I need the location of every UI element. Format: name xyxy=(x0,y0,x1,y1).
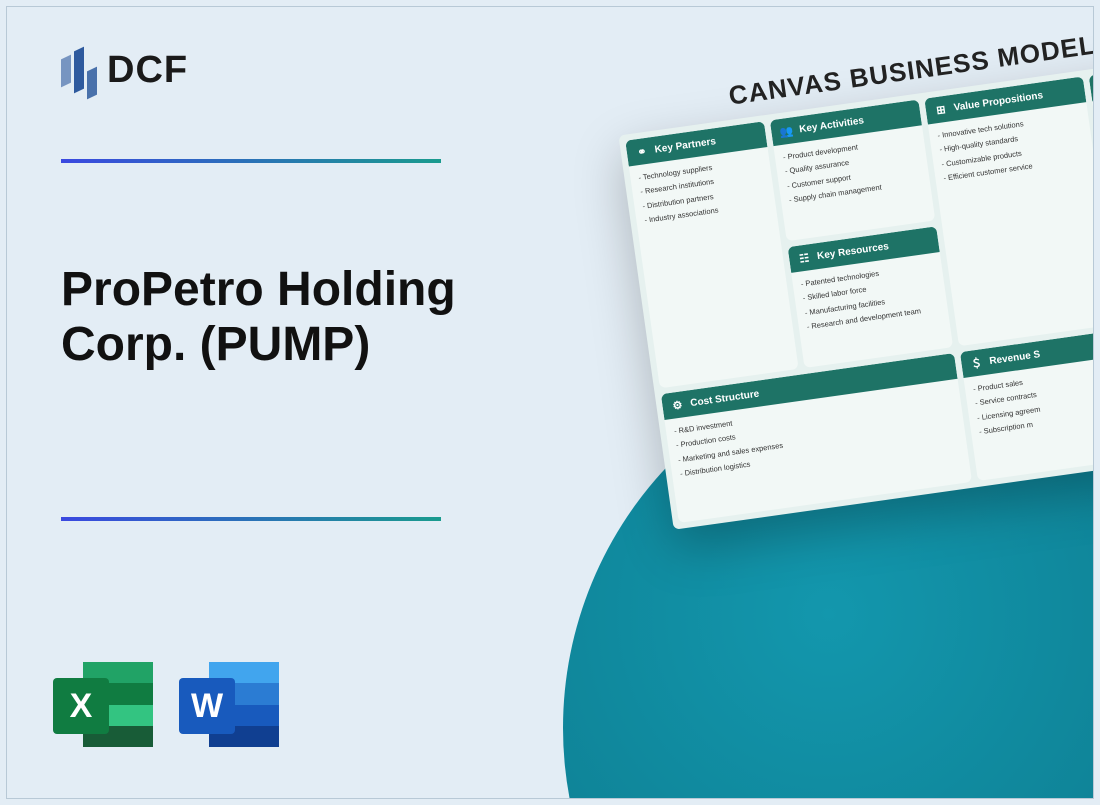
gift-icon: ⊞ xyxy=(933,102,949,118)
divider-top xyxy=(61,159,441,163)
excel-badge: X xyxy=(53,678,109,734)
block-label: Key Resources xyxy=(816,241,889,262)
card: DCF ProPetro Holding Corp. (PUMP) X W CA… xyxy=(6,6,1094,799)
block-label: Revenue S xyxy=(989,349,1041,367)
divider-bottom xyxy=(61,517,441,521)
word-icon: W xyxy=(179,656,279,756)
block-key-partners: ⚭Key Partners Technology suppliersResear… xyxy=(625,121,798,388)
block-label: Key Activities xyxy=(799,115,865,135)
block-value-propositions: ⊞Value Propositions Innovative tech solu… xyxy=(924,76,1094,346)
database-icon: ☷ xyxy=(796,250,812,266)
logo-text: DCF xyxy=(107,49,188,92)
block-label: Key Partners xyxy=(654,136,717,155)
block-key-resources: ☷Key Resources Patented technologiesSkil… xyxy=(788,226,954,368)
block-body: Product developmentQuality assuranceCust… xyxy=(773,125,935,241)
people-icon: 👥 xyxy=(779,123,795,139)
block-label: Cost Structure xyxy=(690,388,760,409)
sliders-icon: ⚙ xyxy=(670,397,686,413)
dcf-logo: DCF xyxy=(61,45,188,95)
block-body: Technology suppliersResearch institution… xyxy=(629,147,799,388)
block-body: Innovative tech solutionsHigh-quality st… xyxy=(928,102,1094,346)
money-icon: ＄ xyxy=(969,355,985,371)
canvas-grid: ⚭Key Partners Technology suppliersResear… xyxy=(618,52,1094,530)
word-badge: W xyxy=(179,678,235,734)
file-icons-row: X W xyxy=(53,656,279,756)
excel-icon: X xyxy=(53,656,153,756)
canvas-board: CANVAS BUSINESS MODEL ⚭Key Partners Tech… xyxy=(613,13,1094,529)
block-body: Patented technologiesSkilled labor force… xyxy=(791,252,953,368)
block-key-activities: 👥Key Activities Product developmentQuali… xyxy=(770,100,936,242)
link-icon: ⚭ xyxy=(634,144,650,160)
page-title: ProPetro Holding Corp. (PUMP) xyxy=(61,262,561,372)
logo-bars-icon xyxy=(61,45,97,95)
